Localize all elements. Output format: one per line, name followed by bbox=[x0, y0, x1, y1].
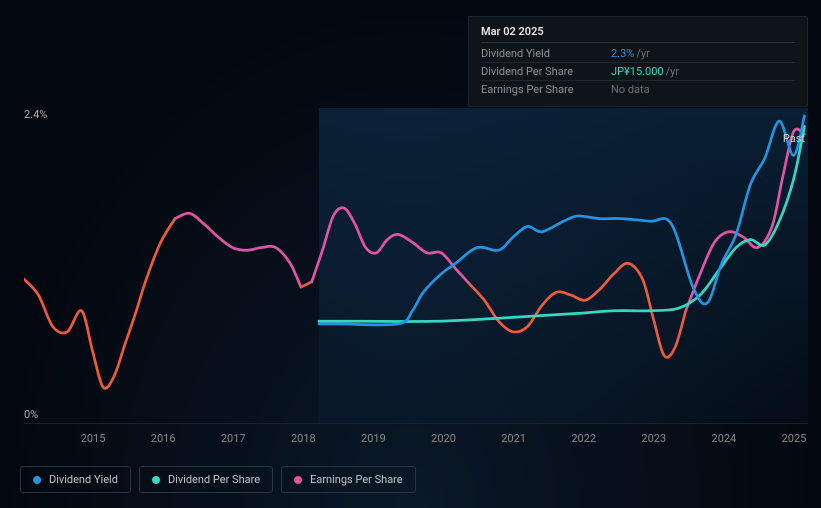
x-tick-label: 2021 bbox=[501, 432, 526, 445]
x-tick-label: 2015 bbox=[81, 432, 106, 445]
past-label: Past bbox=[783, 132, 805, 145]
x-axis-labels: 2015 2016 2017 2018 2019 2020 2021 2022 2023 2024… bbox=[44, 432, 808, 452]
x-tick-label: 2016 bbox=[151, 432, 176, 445]
tooltip-row: Dividend Per ShareJP¥15.000 /yr bbox=[481, 63, 795, 81]
x-tick-label: 2023 bbox=[641, 432, 666, 445]
x-tick-label: 2017 bbox=[221, 432, 246, 445]
chart-svg bbox=[24, 108, 808, 424]
tooltip-row-value: No data bbox=[611, 83, 650, 96]
tooltip-date: Mar 02 2025 bbox=[481, 25, 795, 43]
tooltip-row-label: Earnings Per Share bbox=[481, 83, 611, 96]
tooltip-row: Earnings Per ShareNo data bbox=[481, 81, 795, 98]
tooltip-row: Dividend Yield2.3% /yr bbox=[481, 45, 795, 63]
tooltip-row-label: Dividend Per Share bbox=[481, 65, 611, 78]
x-tick-label: 2019 bbox=[361, 432, 386, 445]
x-tick-label: 2020 bbox=[431, 432, 456, 445]
legend-label: Dividend Per Share bbox=[168, 473, 260, 486]
tooltip-row-value: 2.3% bbox=[611, 47, 634, 60]
chart-area bbox=[24, 108, 808, 424]
x-tick-label: 2018 bbox=[291, 432, 316, 445]
legend-label: Dividend Yield bbox=[49, 473, 118, 486]
x-tick-label: 2024 bbox=[712, 432, 737, 445]
chart-legend: Dividend Yield Dividend Per Share Earnings… bbox=[20, 466, 416, 493]
legend-dot-icon bbox=[33, 476, 41, 484]
chart-tooltip: Mar 02 2025 Dividend Yield2.3% /yrDivide… bbox=[468, 16, 808, 107]
legend-label: Earnings Per Share bbox=[310, 473, 403, 486]
legend-item[interactable]: Dividend Yield bbox=[20, 466, 131, 493]
tooltip-row-label: Dividend Yield bbox=[481, 47, 611, 60]
legend-dot-icon bbox=[152, 476, 160, 484]
tooltip-row-suffix: /yr bbox=[636, 47, 649, 60]
x-tick-label: 2025 bbox=[782, 432, 807, 445]
legend-item[interactable]: Dividend Per Share bbox=[139, 466, 273, 493]
tooltip-row-value: JP¥15.000 bbox=[611, 65, 664, 78]
x-tick-label: 2022 bbox=[571, 432, 596, 445]
tooltip-row-suffix: /yr bbox=[666, 65, 679, 78]
legend-dot-icon bbox=[294, 476, 302, 484]
legend-item[interactable]: Earnings Per Share bbox=[281, 466, 416, 493]
